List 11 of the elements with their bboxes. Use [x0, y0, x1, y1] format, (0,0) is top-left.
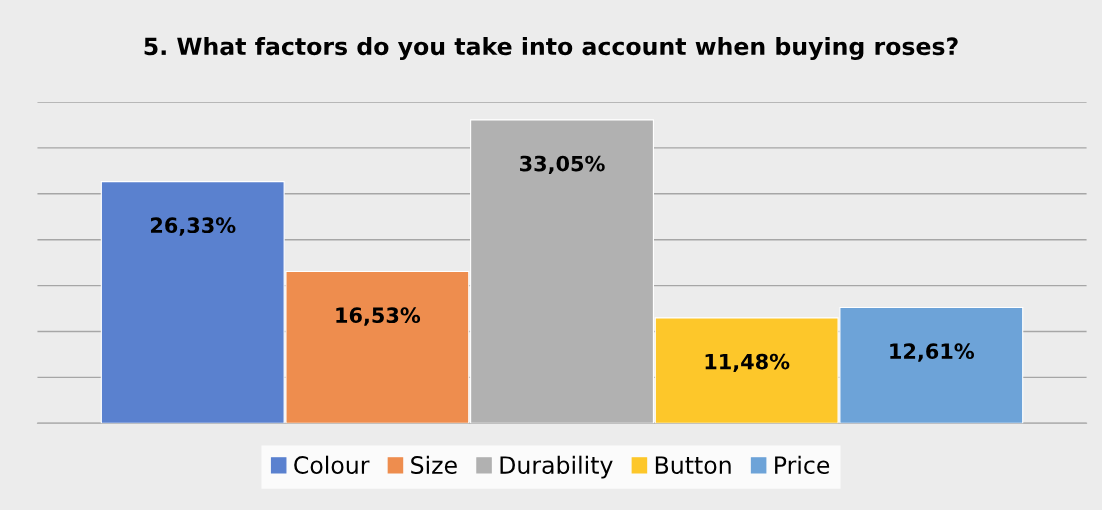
legend-label: Size	[411, 455, 457, 474]
legend-label: Durability	[500, 455, 613, 479]
data-label: 26,33%	[151, 217, 236, 236]
data-label: 33,05%	[520, 155, 605, 175]
legend-label: Button	[655, 456, 731, 474]
data-label: 12,61%	[890, 343, 975, 362]
legend-label: Price	[775, 455, 830, 474]
data-label: 11,48%	[705, 353, 790, 373]
legend-label: Colour	[294, 455, 370, 474]
chart-title: 5. What factors do you take into account when buying roses?	[144, 36, 958, 60]
data-label: 16,53%	[336, 307, 421, 326]
